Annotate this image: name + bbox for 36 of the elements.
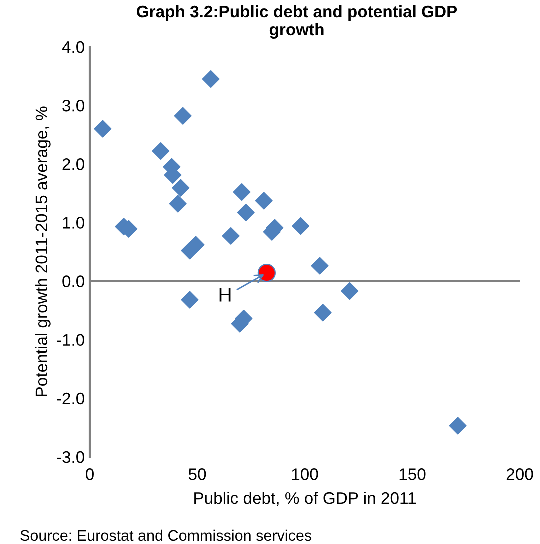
x-tick-label: 150 <box>400 468 426 480</box>
annotation: H <box>220 288 231 302</box>
point <box>258 264 276 282</box>
y-axis-title: Potential growth 2011-2015 average, % <box>35 106 51 396</box>
point <box>222 227 240 245</box>
point <box>94 120 112 138</box>
y-tick-label: 3.0 <box>62 100 84 112</box>
point <box>314 304 332 322</box>
x-tick-label: 50 <box>188 468 206 480</box>
point <box>152 142 170 160</box>
y-tick-label: 4.0 <box>62 41 84 54</box>
point <box>169 195 187 213</box>
point <box>181 291 199 309</box>
source-note: Source: Eurostat and Commission services <box>20 530 312 542</box>
point <box>311 257 329 275</box>
y-tick-label: -3.0 <box>57 451 84 464</box>
y-tick-label: -2.0 <box>57 392 84 405</box>
y-tick-label: 0.0 <box>62 276 84 288</box>
x-tick-label: 100 <box>292 468 318 480</box>
point <box>237 204 255 222</box>
x-axis-title: Public debt, % of GDP in 2011 <box>194 492 416 506</box>
point <box>449 417 467 435</box>
point <box>341 282 359 300</box>
y-tick-label: 1.0 <box>63 217 84 229</box>
point <box>181 242 199 260</box>
chart-title: Graph 3.2:Public debt and potential GDP growth <box>137 5 458 39</box>
point <box>174 107 192 125</box>
point <box>292 217 310 235</box>
y-tick-label: 2.0 <box>62 158 84 170</box>
point <box>233 183 251 202</box>
y-tick-label: -1.0 <box>57 334 84 346</box>
x-tick-label: 0 <box>86 468 94 480</box>
point <box>202 70 220 88</box>
point <box>255 192 273 210</box>
point <box>172 179 190 197</box>
x-tick-label: 200 <box>506 468 534 480</box>
